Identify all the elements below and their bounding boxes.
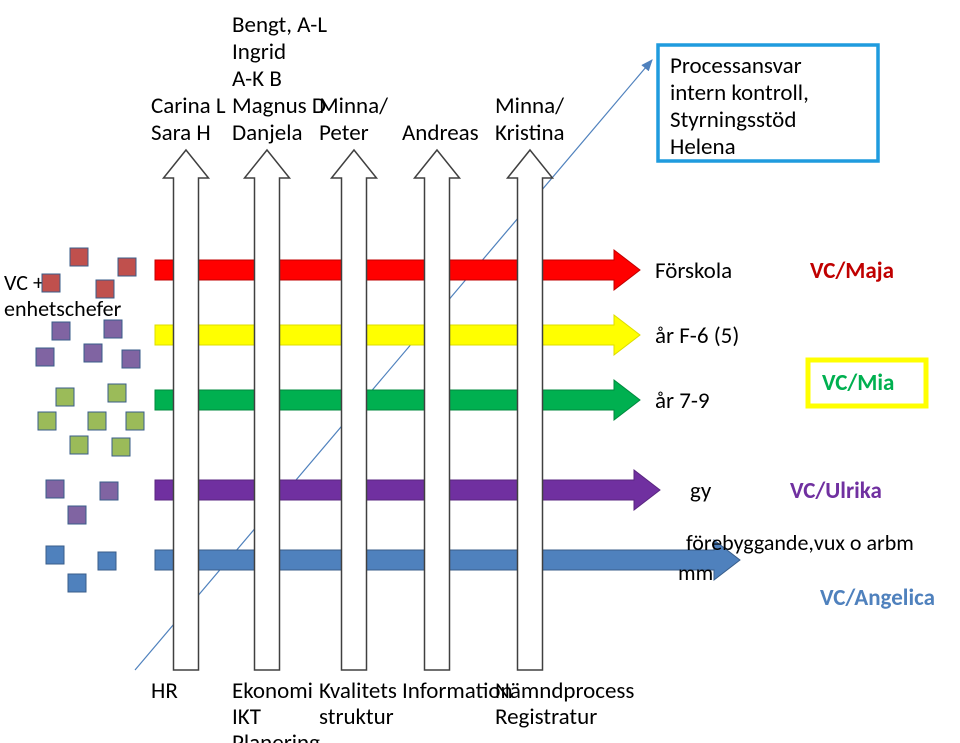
col-bottom-label-1-2: Planering bbox=[232, 729, 320, 743]
process-box-line-3: Helena bbox=[670, 133, 736, 161]
col-top-label-0-0: Carina L bbox=[151, 92, 226, 120]
flow-label-3: gy bbox=[690, 477, 712, 505]
col-bottom-label-1-1: IKT bbox=[232, 703, 261, 731]
unit-square-10 bbox=[108, 384, 126, 402]
unit-square-16 bbox=[46, 480, 64, 498]
flow-label-2: år 7-9 bbox=[655, 387, 710, 415]
unit-square-4 bbox=[52, 322, 70, 340]
col-bottom-label-4-0: Nämndprocess bbox=[495, 677, 634, 705]
flow-label-0: Förskola bbox=[655, 257, 732, 285]
flow-arrow-0 bbox=[155, 250, 640, 290]
unit-square-17 bbox=[100, 482, 118, 500]
left-label-0: VC + bbox=[4, 269, 44, 296]
flow-vc-0: VC/Maja bbox=[810, 257, 894, 285]
col-top-label-1-4: Danjela bbox=[232, 119, 303, 147]
col-top-label-1-3: Magnus D bbox=[232, 92, 326, 120]
unit-square-5 bbox=[104, 320, 122, 338]
process-box-line-0: Processansvar bbox=[670, 52, 802, 80]
col-top-label-4-1: Kristina bbox=[495, 119, 565, 147]
flow-arrow-2 bbox=[155, 380, 640, 420]
unit-square-2 bbox=[42, 274, 60, 292]
col-bottom-label-0-0: HR bbox=[151, 677, 178, 705]
unit-square-14 bbox=[70, 436, 88, 454]
vc-mia-text: VC/Mia bbox=[822, 369, 894, 397]
col-top-label-2-0: Minna/ bbox=[319, 92, 388, 120]
unit-square-0 bbox=[70, 248, 88, 266]
col-top-label-1-0: Bengt, A-L bbox=[232, 11, 327, 39]
process-box-line-2: Styrningsstöd bbox=[670, 106, 796, 134]
col-bottom-label-2-1: struktur bbox=[319, 703, 394, 731]
unit-square-12 bbox=[88, 412, 106, 430]
unit-square-1 bbox=[118, 258, 136, 276]
unit-square-13 bbox=[126, 412, 144, 430]
flow-label-1: år F-6 (5) bbox=[655, 322, 739, 350]
flow-arrow-1 bbox=[155, 315, 640, 355]
unit-square-20 bbox=[98, 552, 116, 570]
unit-square-8 bbox=[122, 350, 140, 368]
col-bottom-label-4-1: Registratur bbox=[495, 703, 597, 731]
diagram-canvas: Förskola VC/Maja år F-6 (5) år 7-9 gy VC/Ulri… bbox=[0, 0, 960, 743]
col-top-label-2-1: Peter bbox=[319, 119, 369, 147]
extra-label-0: förebyggande,vux o arbm bbox=[686, 529, 914, 556]
unit-square-15 bbox=[112, 438, 130, 456]
unit-square-21 bbox=[68, 574, 86, 592]
col-bottom-label-1-0: Ekonomi bbox=[232, 677, 313, 705]
col-top-label-3-0: Andreas bbox=[402, 119, 479, 147]
col-top-label-1-1: Ingrid bbox=[232, 38, 286, 66]
process-box-line-1: intern kontroll, bbox=[670, 79, 809, 107]
diagonal-line bbox=[135, 60, 652, 670]
col-top-label-1-2: A-K B bbox=[232, 65, 282, 93]
left-label-1: enhetschefer bbox=[4, 295, 122, 322]
unit-square-9 bbox=[56, 388, 74, 406]
col-bottom-label-2-0: Kvalitets bbox=[319, 677, 397, 705]
unit-square-3 bbox=[96, 280, 114, 298]
extra-label-1: mm bbox=[678, 559, 713, 586]
unit-square-18 bbox=[68, 506, 86, 524]
col-top-label-4-0: Minna/ bbox=[495, 92, 564, 120]
flow-arrow-3 bbox=[155, 470, 660, 510]
unit-square-6 bbox=[36, 348, 54, 366]
unit-square-11 bbox=[38, 412, 56, 430]
flow-vc-3: VC/Ulrika bbox=[790, 477, 882, 505]
unit-square-19 bbox=[46, 546, 64, 564]
unit-square-7 bbox=[84, 344, 102, 362]
extra-label-2: VC/Angelica bbox=[820, 584, 935, 612]
col-top-label-0-1: Sara H bbox=[151, 119, 211, 147]
